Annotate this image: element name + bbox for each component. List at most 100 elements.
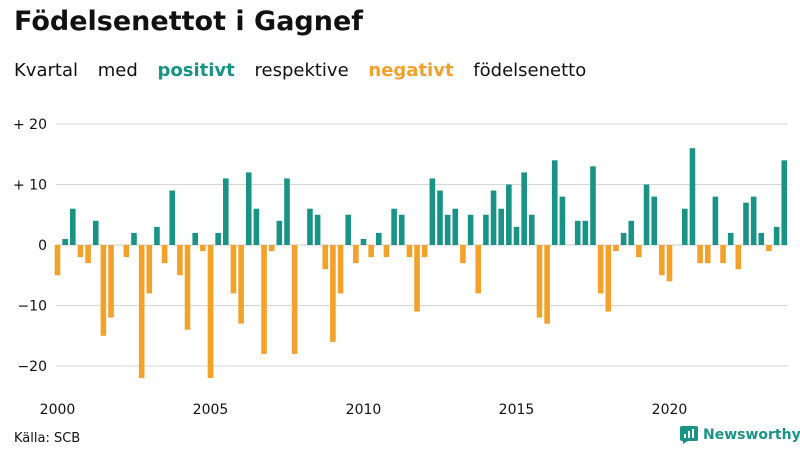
bar-positive: [498, 208, 504, 245]
bar-positive: [559, 196, 566, 245]
bar-positive: [727, 232, 734, 245]
bar-positive: [360, 238, 367, 245]
subtitle-word: respektive: [254, 60, 349, 81]
bar-negative: [697, 245, 703, 264]
bar-positive: [223, 178, 229, 245]
bar-negative: [177, 245, 183, 276]
bars: [54, 148, 788, 379]
bar-positive: [590, 166, 596, 245]
bar-positive: [682, 208, 688, 245]
x-tick-label: 2015: [499, 402, 535, 418]
bar-positive: [215, 232, 221, 245]
bar-positive: [628, 220, 635, 245]
bar-negative: [636, 245, 642, 258]
bar-positive: [444, 214, 451, 245]
bar-positive: [743, 202, 749, 245]
y-tick-label: −10: [17, 299, 47, 315]
bar-positive: [467, 214, 474, 245]
subtitle-word: Kvartal: [14, 60, 78, 81]
bar-positive: [620, 232, 627, 245]
newsworthy-logo-icon: [680, 426, 698, 444]
bar-negative: [100, 245, 107, 336]
bar-negative: [659, 245, 665, 276]
bar-positive: [506, 184, 512, 245]
bar-positive: [574, 220, 581, 245]
bar-positive: [276, 220, 283, 245]
bar-positive: [131, 232, 137, 245]
bar-negative: [207, 245, 214, 379]
bar-negative: [735, 245, 742, 270]
bar-positive: [398, 214, 405, 245]
bar-positive: [773, 226, 780, 245]
bar-negative: [77, 245, 84, 258]
x-tick-label: 2020: [652, 402, 688, 418]
bar-negative: [383, 245, 390, 258]
bar-negative: [613, 245, 619, 252]
bar-positive: [758, 232, 765, 245]
bar-positive: [529, 214, 535, 245]
bar-positive: [376, 232, 382, 245]
bar-negative: [85, 245, 91, 264]
bar-positive: [169, 190, 176, 245]
bar-positive: [643, 184, 650, 245]
bar-negative: [353, 245, 359, 264]
bar-negative: [138, 245, 145, 379]
subtitle-word: med: [97, 60, 138, 81]
bar-negative: [200, 245, 206, 252]
bar-positive: [781, 160, 788, 245]
bar-positive: [750, 196, 757, 245]
bar-negative: [108, 245, 114, 318]
bar-positive: [437, 190, 443, 245]
bar-negative: [368, 245, 374, 258]
bar-positive: [70, 208, 76, 245]
bar-positive: [253, 208, 260, 245]
bar-negative: [268, 245, 275, 252]
x-tick-label: 2005: [193, 402, 229, 418]
bar-positive: [452, 208, 459, 245]
x-tick-label: 2000: [40, 402, 76, 418]
bar-negative: [146, 245, 153, 294]
bar-positive: [345, 214, 351, 245]
bar-positive: [154, 226, 160, 245]
y-tick-label: −20: [17, 359, 47, 375]
bar-negative: [123, 245, 130, 258]
bar-negative: [406, 245, 413, 258]
bar-negative: [544, 245, 550, 324]
bar-negative: [161, 245, 168, 264]
bar-negative: [184, 245, 191, 330]
brand[interactable]: Newsworthy: [680, 426, 800, 444]
bar-positive: [429, 178, 436, 245]
bar-positive: [582, 220, 589, 245]
bar-negative: [536, 245, 543, 318]
bar-negative: [291, 245, 298, 354]
y-tick-label: 0: [38, 238, 47, 254]
brand-name: Newsworthy: [703, 427, 800, 443]
bar-positive: [245, 172, 252, 245]
bar-negative: [597, 245, 604, 294]
bar-negative: [54, 245, 61, 276]
y-tick-label: + 20: [13, 117, 47, 133]
bar-negative: [475, 245, 482, 294]
bar-negative: [666, 245, 673, 282]
bar-negative: [337, 245, 344, 294]
bar-positive: [307, 208, 313, 245]
bar-positive: [483, 214, 489, 245]
x-axis-labels: 2000 2005 2010 2015 2020: [40, 402, 688, 418]
bar-negative: [720, 245, 726, 264]
bar-negative: [322, 245, 329, 270]
bar-positive: [490, 190, 497, 245]
bar-negative: [605, 245, 612, 312]
bar-negative: [261, 245, 267, 354]
y-axis-labels: + 20 + 10 0 −10 −20: [13, 117, 47, 375]
bar-positive: [551, 160, 558, 245]
bar-positive: [92, 220, 99, 245]
bar-positive: [689, 148, 696, 245]
bar-negative: [230, 245, 237, 294]
bar-negative: [766, 245, 772, 252]
bar-positive: [513, 226, 520, 245]
chart-title: Födelsenettot i Gagnef: [14, 6, 364, 37]
y-tick-label: + 10: [13, 178, 47, 194]
bar-negative: [238, 245, 244, 324]
bar-positive: [391, 208, 397, 245]
